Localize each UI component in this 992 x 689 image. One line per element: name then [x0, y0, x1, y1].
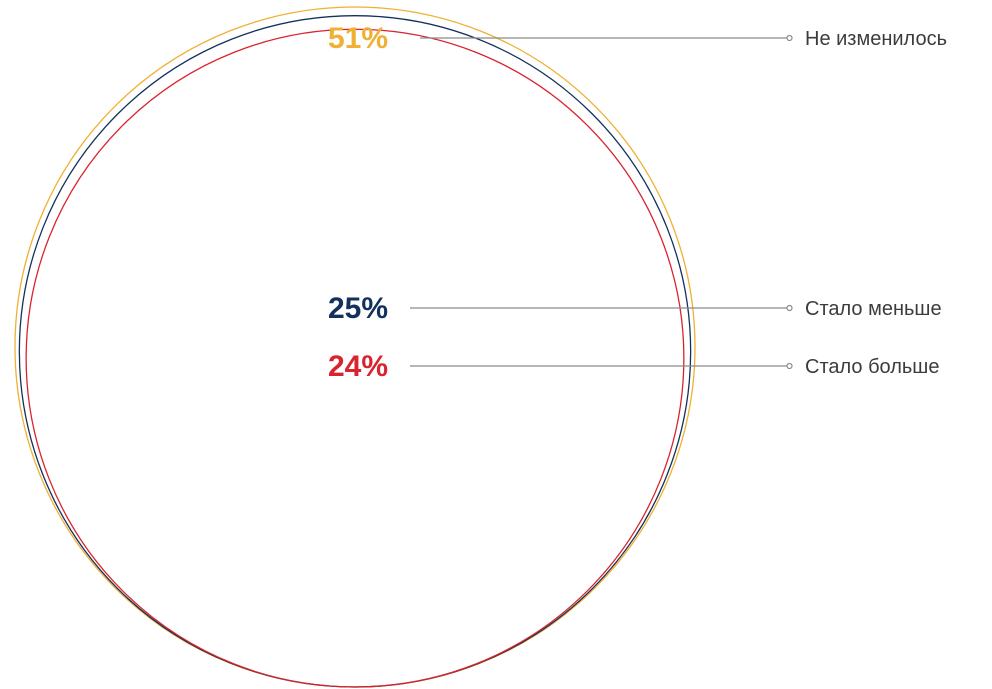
- percent-label-1: 51%: [328, 22, 388, 55]
- leader-dot-1: [786, 34, 793, 42]
- bubble-3: [25, 28, 685, 688]
- legend-label-2: Стало меньше: [805, 298, 942, 320]
- leader-dot-3: [786, 362, 793, 370]
- leader-dot-2: [786, 304, 793, 312]
- percent-label-3: 24%: [328, 350, 388, 383]
- percent-label-2: 25%: [328, 292, 388, 325]
- legend-label-1: Не изменилось: [805, 28, 947, 50]
- legend-label-3: Стало больше: [805, 356, 939, 378]
